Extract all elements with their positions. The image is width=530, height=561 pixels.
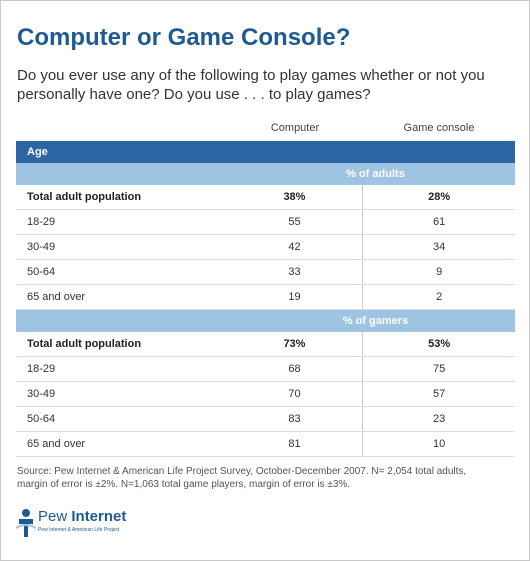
table-row: 30-49 42 34 <box>16 235 515 260</box>
cell-game-console: 53% <box>428 338 451 350</box>
cell-game-console: 9 <box>436 266 443 278</box>
band-label: % of adults <box>346 168 405 180</box>
band-adults: % of adults <box>16 163 515 185</box>
section-header-age: Age <box>16 141 515 163</box>
table-row: 65 and over 19 2 <box>16 285 515 310</box>
row-label: 30-49 <box>27 388 56 400</box>
chart-title: Computer or Game Console? <box>17 24 351 51</box>
table-row: Total adult population 38% 28% <box>16 185 515 210</box>
cell-game-console: 34 <box>433 241 446 253</box>
cell-computer: 33 <box>227 260 364 284</box>
data-table: Age % of adults Total adult population 38%… <box>16 141 515 457</box>
table-row: 50-64 83 23 <box>16 407 515 432</box>
cell-game-console: 75 <box>433 363 446 375</box>
pew-internet-logo: Pew Internet Pew Internet & American Lif… <box>15 508 166 540</box>
row-label: 30-49 <box>27 241 56 253</box>
chart-subtitle: Do you ever use any of the following to … <box>17 67 485 103</box>
cell-game-console: 57 <box>433 388 446 400</box>
column-header-game-console: Game console <box>403 122 475 134</box>
table-row: 50-64 33 9 <box>16 260 515 285</box>
table-row: 65 and over 81 10 <box>16 432 515 457</box>
cell-game-console: 2 <box>436 291 443 303</box>
column-header-computer: Computer <box>270 122 320 134</box>
table-row: 30-49 70 57 <box>16 382 515 407</box>
band-gamers: % of gamers <box>16 310 515 332</box>
cell-computer: 38% <box>227 185 364 209</box>
row-label: 50-64 <box>27 413 56 425</box>
cell-game-console: 23 <box>433 413 446 425</box>
row-label: 50-64 <box>27 266 56 278</box>
row-label: 18-29 <box>27 363 56 375</box>
cell-computer: 55 <box>227 210 364 234</box>
source-note: Source: Pew Internet & American Life Pro… <box>17 466 467 490</box>
row-label: 65 and over <box>27 438 86 450</box>
table-row: 18-29 55 61 <box>16 210 515 235</box>
cell-computer: 70 <box>227 382 364 406</box>
logo-tagline: Pew Internet & American Life Project <box>38 527 120 533</box>
row-label: Total adult population <box>27 338 142 350</box>
row-label: 18-29 <box>27 216 56 228</box>
cell-computer: 83 <box>227 407 364 431</box>
cell-game-console: 28% <box>428 191 451 203</box>
cell-computer: 19 <box>227 285 364 309</box>
cell-computer: 73% <box>227 332 364 356</box>
table-row: 18-29 68 75 <box>16 357 515 382</box>
row-label: 65 and over <box>27 291 86 303</box>
logo-wordmark: Pew Internet <box>38 508 127 525</box>
pew-logo-icon <box>15 509 37 537</box>
cell-computer: 68 <box>227 357 364 381</box>
section-header-label: Age <box>27 146 48 158</box>
cell-computer: 81 <box>227 432 364 456</box>
band-label: % of gamers <box>342 315 409 327</box>
cell-game-console: 61 <box>433 216 446 228</box>
cell-game-console: 10 <box>433 438 446 450</box>
cell-computer: 42 <box>227 235 364 259</box>
table-row: Total adult population 73% 53% <box>16 332 515 357</box>
row-label: Total adult population <box>27 191 142 203</box>
